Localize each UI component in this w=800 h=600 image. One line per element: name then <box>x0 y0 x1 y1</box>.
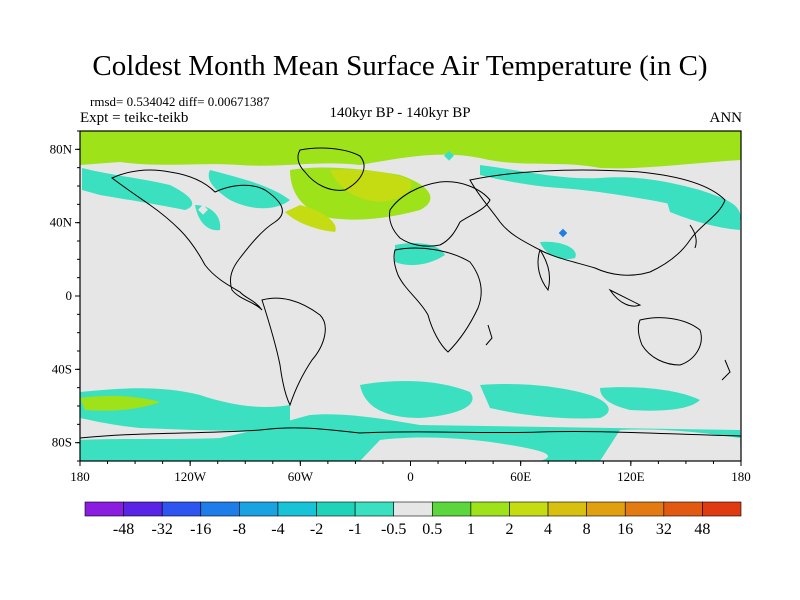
colorbar-label: 1 <box>467 521 475 538</box>
colorbar-swatch <box>624 501 665 517</box>
map-title: Coldest Month Mean Surface Air Temperatu… <box>92 50 708 82</box>
longitude-label: 0 <box>407 469 414 484</box>
colorbar-swatch <box>161 501 202 517</box>
longitude-label: 120E <box>617 469 645 484</box>
colorbar-swatch <box>547 501 587 517</box>
rmsd-diff-stats: rmsd= 0.534042 diff= 0.00671387 <box>90 94 270 109</box>
latitude-axis: 80N 40N 0 40S 80S <box>50 130 80 462</box>
latitude-label: 40S <box>52 361 72 376</box>
colorbar-label: 16 <box>617 521 633 538</box>
colorbar-label: -2 <box>310 521 323 538</box>
colorbar-label: -1 <box>348 521 361 538</box>
longitude-label: 60E <box>510 469 531 484</box>
colorbar-swatch <box>393 501 433 517</box>
colorbar-label: 8 <box>583 521 591 538</box>
colorbar-label: -4 <box>271 521 284 538</box>
colorbar-swatch <box>431 501 472 517</box>
colorbar-swatch <box>84 501 124 517</box>
longitude-label: 180 <box>70 469 90 484</box>
colorbar-label: -32 <box>152 521 173 538</box>
longitude-axis: 180 120W 60W 0 60E 120E 180 <box>70 461 751 484</box>
colorbar-swatch <box>702 501 742 517</box>
colorbar-label: 32 <box>656 521 672 538</box>
colorbar-swatch <box>354 501 395 517</box>
season-label: ANN <box>709 110 743 126</box>
colorbar-swatch <box>200 501 240 517</box>
latitude-label: 0 <box>66 288 73 303</box>
colorbar-swatch <box>123 501 163 517</box>
anomaly-shading <box>80 131 741 461</box>
colorbar-label: -8 <box>233 521 246 538</box>
period-label: 140kyr BP - 140kyr BP <box>329 105 471 121</box>
experiment-label: Expt = teikc-teikb <box>80 110 189 126</box>
colorbar-swatch <box>509 501 549 517</box>
colorbar-swatch <box>586 501 626 517</box>
latitude-label: 80N <box>50 141 73 156</box>
colorbar-label: 0.5 <box>422 521 442 538</box>
colorbar-swatch <box>277 501 317 517</box>
colorbar-label: 2 <box>505 521 513 538</box>
colorbar-label: 4 <box>544 521 552 538</box>
colorbar-swatch <box>316 501 356 517</box>
longitude-label: 180 <box>731 469 751 484</box>
longitude-label: 120W <box>174 469 207 484</box>
colorbar-swatch <box>470 501 510 517</box>
colorbar-label: -48 <box>113 521 134 538</box>
latitude-label: 80S <box>52 435 72 450</box>
colorbar: -48 -32 -16 -8 -4 -2 -1 -0.5 0.5 1 2 4 8 16 32 48 <box>84 501 742 538</box>
coastlines <box>80 147 741 439</box>
colorbar-label: 48 <box>694 521 710 538</box>
longitude-label: 60W <box>288 469 314 484</box>
colorbar-swatch <box>663 501 703 517</box>
colorbar-label: -16 <box>190 521 211 538</box>
colorbar-label: -0.5 <box>381 521 406 538</box>
colorbar-swatch <box>239 501 279 517</box>
latitude-label: 40N <box>50 215 73 230</box>
